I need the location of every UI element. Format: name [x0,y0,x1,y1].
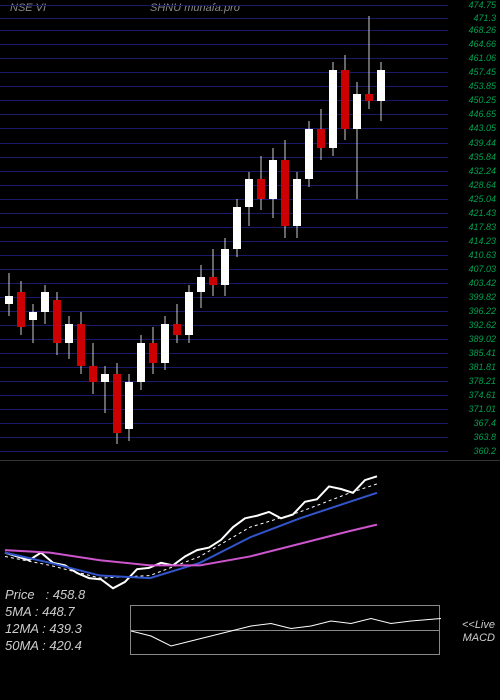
price-tick-label: 439.44 [468,138,496,148]
price-tick-label: 410.63 [468,250,496,260]
price-tick-label: 399.82 [468,292,496,302]
price-tick-label: 414.23 [468,236,496,246]
candle [173,304,181,343]
info-ma12: 12MA : 439.3 [5,621,85,638]
candle [41,285,49,324]
candle [269,148,277,218]
candle [65,316,73,359]
info-price: Price : 458.8 [5,587,85,604]
candle [209,249,217,296]
macd-box [130,605,440,655]
candle [17,281,25,336]
price-tick-label: 435.84 [468,152,496,162]
price-tick-label: 446.65 [468,109,496,119]
price-tick-label: 457.45 [468,67,496,77]
candle [317,109,325,160]
price-tick-label: 381.81 [468,362,496,372]
info-ma5: 5MA : 448.7 [5,604,85,621]
price-tick-label: 417.83 [468,222,496,232]
candle [77,312,85,374]
candle [293,172,301,238]
price-tick-label: 378.21 [468,376,496,386]
candle [233,199,241,257]
candle [89,343,97,394]
macd-label: <<Live MACD [462,619,495,645]
candle [281,140,289,237]
candle [341,55,349,141]
price-tick-label: 403.42 [468,278,496,288]
candle [113,363,121,445]
price-tick-label: 392.62 [468,320,496,330]
candle-area [0,0,448,460]
price-tick-label: 474.75 [468,0,496,10]
candle [29,304,37,343]
candle [149,327,157,374]
macd-panel: Price : 458.8 5MA : 448.7 12MA : 439.3 5… [0,600,500,660]
candle [377,62,385,120]
price-tick-label: 471.3 [473,13,496,23]
indicator-line-ma_slow [5,525,377,566]
price-axis: 474.75 471.3 468.26 464.66 461.06 457.45 453.8… [448,0,498,460]
candle [221,238,229,296]
price-tick-label: 367.4 [473,418,496,428]
candle [305,121,313,187]
chart-container: NSE VI SHNU munafa.pro 474.75471.3468.26… [0,0,500,700]
info-ma50: 50MA : 420.4 [5,638,85,655]
price-tick-label: 450.25 [468,95,496,105]
price-tick-label: 443.05 [468,123,496,133]
candle [245,172,253,227]
price-tick-label: 421.43 [468,208,496,218]
candle [5,273,13,316]
candle [185,285,193,343]
price-tick-label: 385.41 [468,348,496,358]
indicator-panel [0,460,500,600]
macd-line [131,619,441,647]
candlestick-panel: NSE VI SHNU munafa.pro 474.75471.3468.26… [0,0,500,460]
price-tick-label: 453.85 [468,81,496,91]
price-tick-label: 461.06 [468,53,496,63]
indicator-line-price [5,476,377,588]
candle [101,366,109,413]
price-tick-label: 389.02 [468,334,496,344]
price-tick-label: 407.03 [468,264,496,274]
candle [353,82,361,199]
candle [125,374,133,440]
candle [53,292,61,354]
price-tick-label: 468.26 [468,25,496,35]
price-tick-label: 396.22 [468,306,496,316]
price-tick-label: 363.8 [473,432,496,442]
candle [365,16,373,110]
price-tick-label: 371.01 [468,404,496,414]
price-tick-label: 432.24 [468,166,496,176]
candle [197,265,205,308]
price-tick-label: 464.66 [468,39,496,49]
price-tick-label: 425.04 [468,194,496,204]
price-tick-label: 428.64 [468,180,496,190]
price-tick-label: 374.61 [468,390,496,400]
candle [329,62,337,156]
price-tick-label: 360.2 [473,446,496,456]
macd-line [131,606,441,656]
info-panel: Price : 458.8 5MA : 448.7 12MA : 439.3 5… [5,587,85,655]
candle [137,335,145,390]
candle [161,316,169,371]
candle [257,156,265,211]
indicator-lines [0,461,448,601]
